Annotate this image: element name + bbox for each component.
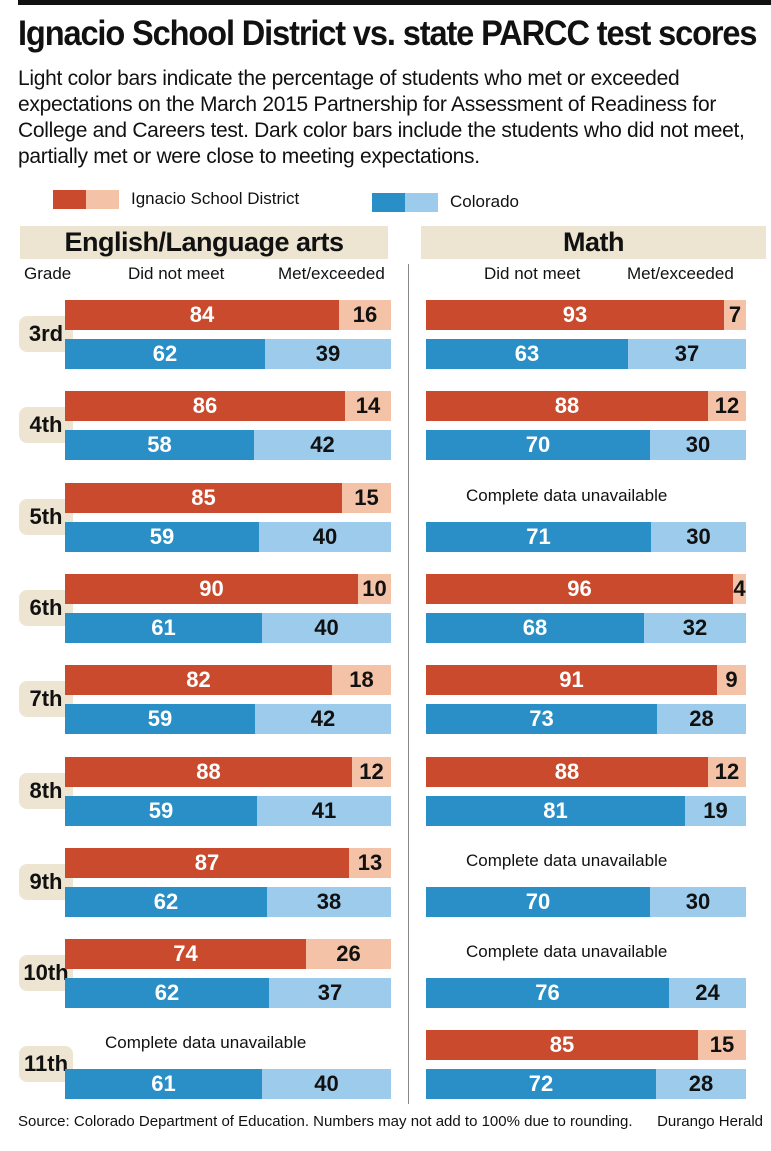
bar-math-colorado-met-exceeded: 28 xyxy=(656,1069,746,1100)
bar-english-colorado-did-not-meet: 61 xyxy=(65,1069,262,1100)
bar-math-ignacio-did-not-meet: 88 xyxy=(426,391,708,422)
chart-title: Ignacio School District vs. state PARCC … xyxy=(18,14,758,53)
bar-english-colorado-met-exceeded: 37 xyxy=(269,978,391,1009)
grade-label: 9th xyxy=(19,863,73,900)
bar-math-ignacio-met-exceeded: 7 xyxy=(724,300,746,330)
bar-math-ignacio-met-exceeded: 15 xyxy=(698,1030,746,1061)
bar-english-colorado-met-exceeded: 38 xyxy=(267,886,391,917)
credit-line: Durango Herald xyxy=(657,1113,763,1130)
column-header-grade: Grade xyxy=(24,264,72,283)
legend-colorado: Colorado xyxy=(372,189,519,215)
bar-english-ignacio-met-exceeded: 26 xyxy=(306,939,391,970)
bar-english-colorado-did-not-meet: 59 xyxy=(65,795,257,826)
bar-english-ignacio-met-exceeded: 15 xyxy=(342,482,391,513)
bar-math-ignacio-met-exceeded: 12 xyxy=(708,756,746,787)
column-header-english-did-not-meet: Did not meet xyxy=(128,264,225,283)
bar-english-ignacio-met-exceeded: 12 xyxy=(352,756,391,787)
grade-label: 4th xyxy=(19,407,73,444)
legend-swatch-ignacio-light xyxy=(86,189,119,209)
bar-math-ignacio-met-exceeded: 9 xyxy=(717,665,746,696)
bar-english-colorado-did-not-meet: 59 xyxy=(65,704,255,735)
bar-math-ignacio-did-not-meet: 91 xyxy=(426,665,717,696)
panel-divider xyxy=(408,264,409,1104)
bar-math-ignacio-met-exceeded: 4 xyxy=(733,573,746,604)
bar-english-colorado-met-exceeded: 42 xyxy=(255,704,391,735)
bar-math-colorado-did-not-meet: 63 xyxy=(426,339,628,369)
bar-english-colorado-met-exceeded: 40 xyxy=(259,521,391,552)
bar-english-ignacio-did-not-meet: 90 xyxy=(65,573,358,604)
data-unavailable-note: Complete data unavailable xyxy=(466,942,668,962)
bar-math-colorado-met-exceeded: 24 xyxy=(669,978,746,1009)
legend-ignacio: Ignacio School District xyxy=(53,186,299,212)
bar-math-colorado-met-exceeded: 32 xyxy=(644,612,746,643)
bar-english-colorado-did-not-meet: 62 xyxy=(65,886,267,917)
bar-english-colorado-did-not-meet: 62 xyxy=(65,978,269,1009)
legend-label-ignacio: Ignacio School District xyxy=(131,189,300,208)
panel-title-math: Math xyxy=(421,226,766,259)
bar-math-colorado-did-not-meet: 72 xyxy=(426,1069,656,1100)
bar-english-colorado-did-not-meet: 62 xyxy=(65,339,265,369)
bar-english-ignacio-did-not-meet: 87 xyxy=(65,847,349,878)
grade-label: 11th xyxy=(19,1046,73,1083)
bar-english-ignacio-did-not-meet: 82 xyxy=(65,665,332,696)
bar-english-colorado-did-not-meet: 59 xyxy=(65,521,259,552)
grade-label: 8th xyxy=(19,772,73,809)
bar-english-colorado-did-not-meet: 61 xyxy=(65,612,262,643)
legend-label-colorado: Colorado xyxy=(450,192,519,211)
grade-label: 3rd xyxy=(19,316,73,352)
bar-english-ignacio-met-exceeded: 13 xyxy=(349,847,391,878)
bar-math-ignacio-did-not-meet: 96 xyxy=(426,573,733,604)
bar-math-colorado-met-exceeded: 37 xyxy=(628,339,746,369)
bar-english-colorado-met-exceeded: 40 xyxy=(262,1069,391,1100)
bar-math-colorado-did-not-meet: 81 xyxy=(426,795,685,826)
bar-english-ignacio-did-not-meet: 74 xyxy=(65,939,306,970)
bar-math-colorado-did-not-meet: 70 xyxy=(426,430,650,461)
grade-label: 5th xyxy=(19,498,73,535)
bar-math-colorado-did-not-meet: 71 xyxy=(426,521,651,552)
legend-swatch-colorado-dark xyxy=(372,192,405,212)
bar-english-ignacio-met-exceeded: 16 xyxy=(339,300,391,330)
chart-subtitle: Light color bars indicate the percentage… xyxy=(18,67,745,168)
bar-english-ignacio-did-not-meet: 86 xyxy=(65,391,345,422)
grade-label: 7th xyxy=(19,681,73,718)
legend-swatch-ignacio-dark xyxy=(53,189,86,209)
bar-english-ignacio-did-not-meet: 84 xyxy=(65,300,339,330)
bar-math-colorado-did-not-meet: 70 xyxy=(426,886,650,917)
bar-english-ignacio-met-exceeded: 18 xyxy=(332,665,391,696)
bar-english-ignacio-met-exceeded: 14 xyxy=(345,391,391,422)
bar-math-ignacio-did-not-meet: 88 xyxy=(426,756,708,787)
column-header-math-met-exceeded: Met/exceeded xyxy=(627,264,734,283)
bar-math-colorado-met-exceeded: 30 xyxy=(651,521,746,552)
column-header-math-did-not-meet: Did not meet xyxy=(484,264,581,283)
data-unavailable-note: Complete data unavailable xyxy=(466,485,668,505)
grade-label: 6th xyxy=(19,589,73,626)
source-note: Source: Colorado Department of Education… xyxy=(18,1113,633,1130)
bar-math-colorado-met-exceeded: 30 xyxy=(650,886,746,917)
data-unavailable-note: Complete data unavailable xyxy=(466,850,668,870)
bar-english-colorado-met-exceeded: 41 xyxy=(257,795,391,826)
bar-english-colorado-met-exceeded: 39 xyxy=(265,339,391,369)
legend-swatch-colorado-light xyxy=(405,192,438,212)
bar-math-colorado-met-exceeded: 28 xyxy=(657,704,746,735)
bar-math-ignacio-did-not-meet: 93 xyxy=(426,300,724,330)
bar-math-ignacio-did-not-meet: 85 xyxy=(426,1030,698,1061)
bar-english-ignacio-did-not-meet: 88 xyxy=(65,756,352,787)
bar-english-colorado-met-exceeded: 40 xyxy=(262,612,391,643)
bar-math-colorado-did-not-meet: 76 xyxy=(426,978,669,1009)
data-unavailable-note: Complete data unavailable xyxy=(105,1033,307,1053)
bar-math-colorado-did-not-meet: 73 xyxy=(426,704,657,735)
bar-math-colorado-met-exceeded: 19 xyxy=(685,795,746,826)
bar-english-ignacio-met-exceeded: 10 xyxy=(358,573,391,604)
top-rule xyxy=(18,0,771,5)
panel-title-english: English/Language arts xyxy=(20,226,388,259)
grade-label: 10th xyxy=(19,955,73,992)
bar-math-colorado-did-not-meet: 68 xyxy=(426,612,644,643)
bar-english-ignacio-did-not-meet: 85 xyxy=(65,482,342,513)
bar-math-colorado-met-exceeded: 30 xyxy=(650,430,746,461)
bar-math-ignacio-met-exceeded: 12 xyxy=(708,391,746,422)
bar-english-colorado-met-exceeded: 42 xyxy=(254,430,391,461)
bar-english-colorado-did-not-meet: 58 xyxy=(65,430,254,461)
column-header-english-met-exceeded: Met/exceeded xyxy=(278,264,385,283)
